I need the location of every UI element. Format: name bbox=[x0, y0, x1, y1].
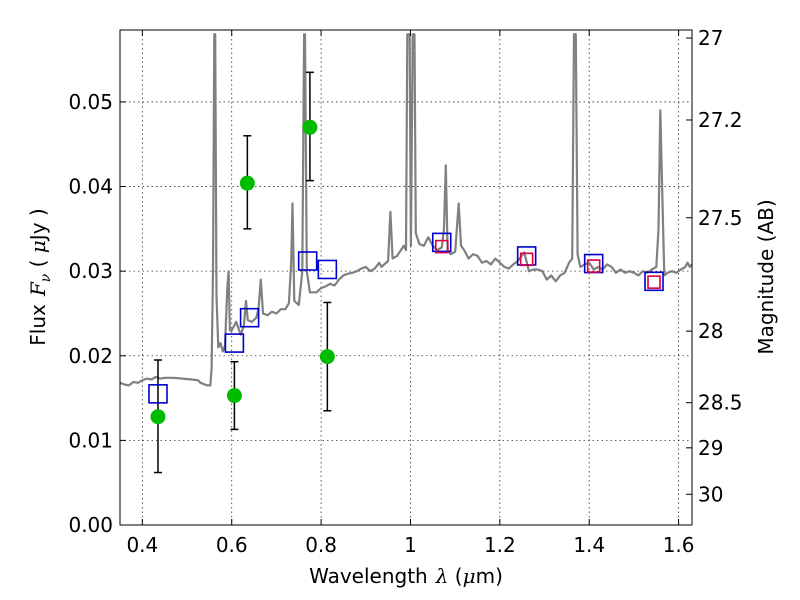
model-square-blue bbox=[224, 333, 245, 353]
x-tick-label: 1 bbox=[404, 533, 417, 557]
plot-frame bbox=[119, 29, 693, 526]
model-square-blue bbox=[297, 251, 318, 271]
x-axis-label: Wavelength λ (μm) bbox=[309, 564, 503, 588]
y-axis-label-unit-close: Jy ) bbox=[26, 208, 50, 242]
x-axis-label-text: Wavelength bbox=[309, 564, 428, 588]
model-square-red bbox=[434, 239, 449, 254]
x-tick-label: 0.4 bbox=[126, 533, 158, 557]
x-tick-label: 1.2 bbox=[484, 533, 516, 557]
y-tick-label: 0.02 bbox=[68, 344, 113, 368]
y-tick-label: 0.01 bbox=[68, 428, 113, 452]
y2-axis-label: Magnitude (AB) bbox=[754, 199, 778, 354]
y2-tick-label: 29 bbox=[698, 436, 723, 460]
y2-tick-label: 27.2 bbox=[698, 108, 743, 132]
y-axis-label-unit-mu: μ bbox=[26, 240, 50, 253]
y2-tick-label: 28 bbox=[698, 319, 723, 343]
y2-tick-label: 27.5 bbox=[698, 206, 743, 230]
x-tick-label: 1.6 bbox=[663, 533, 695, 557]
y-tick-label: 0.05 bbox=[68, 90, 113, 114]
photometry-point bbox=[226, 388, 242, 404]
y-tick-label: 0.00 bbox=[68, 513, 113, 537]
model-square-blue bbox=[317, 259, 338, 280]
plot-area bbox=[120, 33, 692, 474]
photometry-point bbox=[239, 175, 255, 191]
x-axis-label-symbol: λ bbox=[435, 564, 449, 588]
y-axis-label-text: Flux bbox=[26, 304, 50, 346]
model-square-blue bbox=[431, 232, 452, 253]
y-axis-label-unit-open: ( bbox=[26, 253, 50, 274]
x-axis-label-unit-close: m) bbox=[476, 564, 503, 588]
x-tick-label: 0.8 bbox=[305, 533, 337, 557]
x-tick-label: 1.4 bbox=[573, 533, 605, 557]
photometry-point bbox=[150, 409, 166, 425]
model-square-blue bbox=[239, 307, 260, 328]
y-axis-label-sub: ν bbox=[38, 273, 54, 282]
x-axis-label-unit-open: ( bbox=[448, 564, 462, 588]
y-tick-label: 0.03 bbox=[68, 259, 113, 283]
axis-ticks: 0.4 0.6 0.8 1 1.2 1.4 1.6 0.00 0.01 0.02 0.03 0.04 0… bbox=[68, 26, 742, 557]
photometry-point bbox=[302, 119, 318, 135]
model-square-red bbox=[647, 275, 661, 289]
model-square-red bbox=[586, 259, 601, 273]
y2-tick-label: 28.5 bbox=[698, 391, 743, 415]
model-square-blue bbox=[148, 384, 168, 404]
model-square-blue bbox=[644, 271, 664, 292]
x-tick-label: 0.6 bbox=[216, 533, 248, 557]
y-axis-label: Flux Fν ( μJy ) bbox=[26, 208, 54, 345]
y-tick-label: 0.04 bbox=[68, 175, 113, 199]
model-square-red bbox=[519, 252, 534, 267]
photometry-point bbox=[319, 349, 335, 365]
y2-tick-label: 30 bbox=[698, 482, 723, 506]
y-axis-label-symbol: F bbox=[26, 281, 50, 297]
y2-tick-label: 27 bbox=[698, 26, 723, 50]
x-axis-label-unit-mu: μ bbox=[463, 564, 476, 588]
